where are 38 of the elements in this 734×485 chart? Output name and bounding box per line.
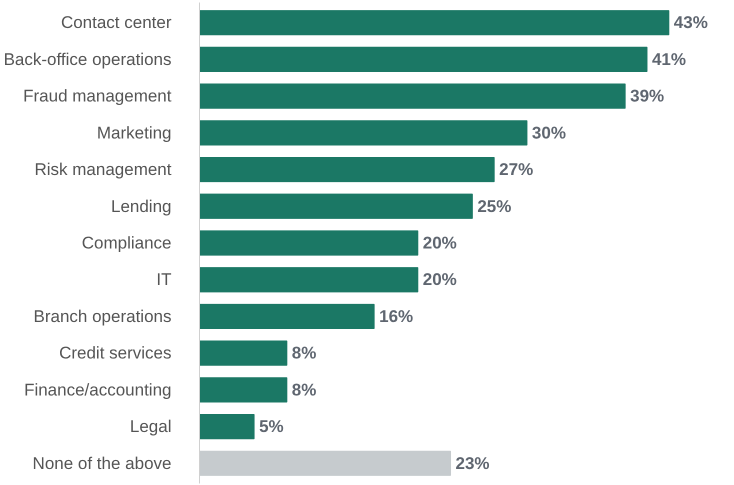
y-tick-label: Compliance xyxy=(82,234,172,252)
data-label: 23% xyxy=(456,454,490,473)
y-tick-label: None of the above xyxy=(32,454,172,473)
bar xyxy=(200,120,528,146)
bar xyxy=(200,377,288,402)
y-tick-label: Credit services xyxy=(59,344,172,363)
data-label: 8% xyxy=(292,380,316,400)
data-label: 27% xyxy=(499,160,534,180)
bar xyxy=(200,156,495,182)
bar xyxy=(200,194,473,219)
data-label: 39% xyxy=(630,86,664,106)
data-label: 8% xyxy=(292,344,316,363)
data-label: 16% xyxy=(379,306,414,326)
data-label: 41% xyxy=(652,50,686,69)
bar xyxy=(200,10,670,36)
bar xyxy=(200,340,288,366)
y-tick-label: Branch operations xyxy=(34,306,172,326)
y-tick-label: IT xyxy=(156,270,172,290)
data-label: 30% xyxy=(532,123,566,142)
y-tick-label: Marketing xyxy=(96,123,172,142)
bar xyxy=(200,267,418,292)
y-tick-label: Lending xyxy=(110,196,172,216)
y-tick-label: Back-office operations xyxy=(4,50,172,69)
bar xyxy=(200,230,418,256)
data-label: 20% xyxy=(422,270,457,290)
data-label: 25% xyxy=(477,196,512,216)
data-label: 20% xyxy=(422,234,457,252)
y-tick-label: Fraud management xyxy=(23,86,172,106)
bar xyxy=(200,84,626,109)
data-label: 5% xyxy=(259,417,284,436)
y-tick-label: Risk management xyxy=(34,160,172,180)
y-tick-label: Contact center xyxy=(60,13,172,32)
y-tick-label: Finance/accounting xyxy=(24,380,172,400)
bar xyxy=(200,414,255,440)
data-label: 43% xyxy=(674,13,708,32)
y-tick-label: Legal xyxy=(130,417,172,436)
bar xyxy=(200,304,375,330)
bar xyxy=(200,46,648,72)
